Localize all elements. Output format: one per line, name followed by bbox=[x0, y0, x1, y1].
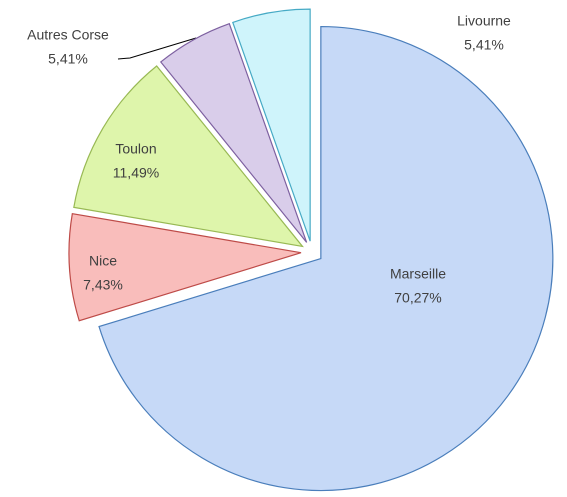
pie-slice bbox=[159, 22, 308, 243]
slice-value-label: 11,49% bbox=[113, 165, 159, 181]
slice-label: Livourne bbox=[457, 13, 511, 29]
slice-value-label: 70,27% bbox=[394, 290, 441, 306]
slice-value-label: 5,41% bbox=[464, 37, 504, 53]
pie-slice bbox=[98, 25, 554, 492]
pie-slice bbox=[73, 65, 304, 248]
pie-slice bbox=[232, 8, 311, 242]
slice-label: Marseille bbox=[390, 266, 446, 282]
slice-value-label: 5,41% bbox=[48, 51, 88, 67]
leader-line bbox=[117, 37, 197, 60]
slice-label: Nice bbox=[89, 253, 117, 269]
slice-label: Autres Corse bbox=[27, 27, 109, 43]
slice-label: Toulon bbox=[115, 141, 156, 157]
slice-value-label: 7,43% bbox=[83, 277, 123, 293]
pie-slice bbox=[68, 212, 302, 322]
